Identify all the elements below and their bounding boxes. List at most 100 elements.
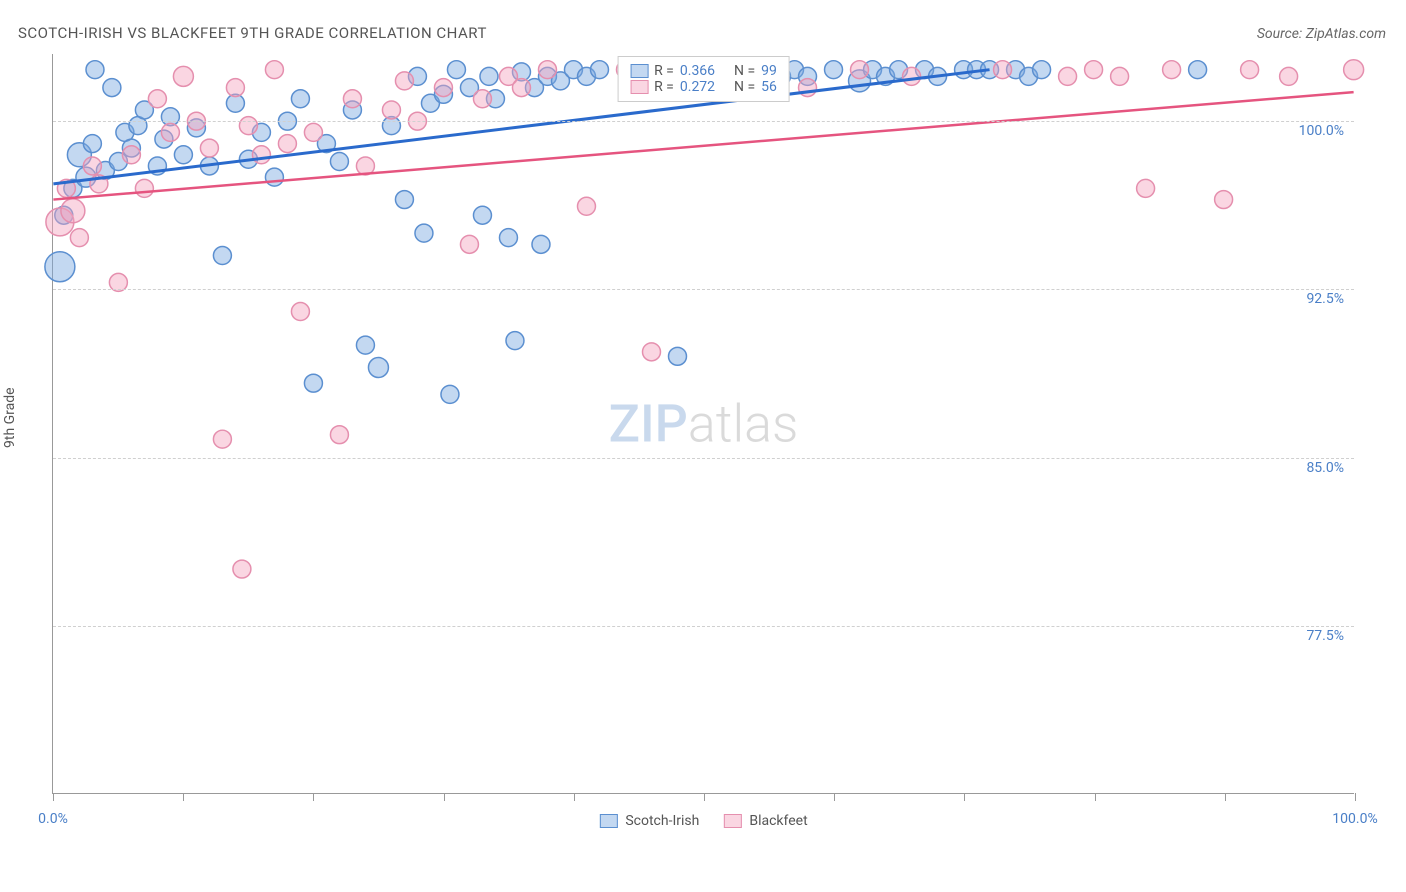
- scatter-point: [265, 61, 283, 79]
- scatter-point: [213, 430, 231, 448]
- y-axis-label: 9th Grade: [2, 387, 18, 448]
- y-tick-label: 92.5%: [1306, 291, 1344, 307]
- scatter-point: [1241, 61, 1259, 79]
- chart-title: SCOTCH-IRISH VS BLACKFEET 9TH GRADE CORR…: [18, 24, 487, 42]
- scatter-point: [669, 347, 687, 365]
- trend-line: [53, 92, 1353, 199]
- gridline-h: [53, 626, 1354, 627]
- scatter-point: [291, 90, 309, 108]
- scatter-point: [395, 191, 413, 209]
- scatter-point: [330, 153, 348, 171]
- legend-swatch-blackfeet: [630, 80, 648, 94]
- y-tick-label: 100.0%: [1299, 123, 1344, 139]
- scatter-point: [356, 336, 374, 354]
- x-tick: [964, 793, 965, 801]
- n-value: 99: [761, 63, 777, 79]
- scatter-point: [1189, 61, 1207, 79]
- r-label: R =: [654, 63, 674, 79]
- y-tick-label: 85.0%: [1306, 460, 1344, 476]
- scatter-point: [434, 79, 452, 97]
- scatter-point: [473, 206, 491, 224]
- gridline-h: [53, 289, 1354, 290]
- scatter-point: [135, 179, 153, 197]
- scatter-point: [1163, 61, 1181, 79]
- scatter-point: [233, 560, 251, 578]
- legend-swatch-scotch-irish: [599, 814, 617, 828]
- scatter-point: [278, 135, 296, 153]
- scatter-point: [70, 229, 88, 247]
- scatter-point: [460, 235, 478, 253]
- x-tick: [53, 793, 54, 801]
- scatter-point: [174, 146, 192, 164]
- x-tick: [313, 793, 314, 801]
- scatter-point: [1137, 179, 1155, 197]
- legend-label: Scotch-Irish: [625, 813, 699, 829]
- scatter-point: [330, 426, 348, 444]
- scatter-point: [45, 252, 75, 282]
- scatter-point: [173, 66, 193, 86]
- series-legend: Scotch-Irish Blackfeet: [599, 813, 807, 829]
- scatter-point: [368, 358, 388, 378]
- legend-label: Blackfeet: [749, 813, 807, 829]
- scatter-point: [83, 135, 101, 153]
- scatter-point: [480, 67, 498, 85]
- scatter-point: [643, 343, 661, 361]
- scatter-point: [1215, 191, 1233, 209]
- scatter-point: [473, 90, 491, 108]
- x-tick: [704, 793, 705, 801]
- scatter-point: [161, 123, 179, 141]
- scatter-point: [148, 90, 166, 108]
- legend-item-scotch-irish: Scotch-Irish: [599, 813, 699, 829]
- gridline-h: [53, 458, 1354, 459]
- scatter-point: [590, 61, 608, 79]
- x-tick: [834, 793, 835, 801]
- x-tick: [183, 793, 184, 801]
- scatter-point: [239, 117, 257, 135]
- scatter-point: [415, 224, 433, 242]
- x-tick: [444, 793, 445, 801]
- x-tick-label: 0.0%: [38, 811, 68, 827]
- x-tick: [1225, 793, 1226, 801]
- scatter-point: [447, 61, 465, 79]
- legend-row-scotch-irish: R = 0.366 N = 99: [630, 63, 777, 79]
- scatter-point: [61, 199, 85, 223]
- r-value: 0.272: [680, 79, 715, 95]
- scatter-point: [1280, 67, 1298, 85]
- scatter-point: [532, 235, 550, 253]
- scatter-point: [577, 197, 595, 215]
- scatter-point: [304, 123, 322, 141]
- scatter-point: [382, 101, 400, 119]
- y-tick-label: 77.5%: [1306, 628, 1344, 644]
- scatter-point: [903, 67, 921, 85]
- scatter-point: [994, 61, 1012, 79]
- scatter-point: [1059, 67, 1077, 85]
- scatter-point: [226, 79, 244, 97]
- scatter-point: [395, 72, 413, 90]
- gridline-h: [53, 121, 1354, 122]
- r-label: R =: [654, 79, 674, 95]
- scatter-point: [1085, 61, 1103, 79]
- legend-swatch-scotch-irish: [630, 64, 648, 78]
- scatter-point: [83, 157, 101, 175]
- scatter-point: [825, 61, 843, 79]
- x-tick-label: 100.0%: [1332, 811, 1377, 827]
- plot-area: ZIPatlas R = 0.366 N = 99 R = 0.272 N = …: [52, 54, 1354, 794]
- scatter-point: [200, 139, 218, 157]
- scatter-point: [1344, 60, 1364, 80]
- scatter-point: [441, 385, 459, 403]
- scatter-point: [86, 61, 104, 79]
- scatter-point: [304, 374, 322, 392]
- n-label: N =: [734, 79, 755, 95]
- scatter-point: [499, 229, 517, 247]
- chart-container: SCOTCH-IRISH VS BLACKFEET 9TH GRADE CORR…: [0, 0, 1406, 892]
- n-value: 56: [761, 79, 777, 95]
- plot-svg: [53, 54, 1354, 793]
- scatter-point: [252, 146, 270, 164]
- x-tick: [1095, 793, 1096, 801]
- legend-row-blackfeet: R = 0.272 N = 56: [630, 79, 777, 95]
- scatter-point: [512, 79, 530, 97]
- r-value: 0.366: [680, 63, 715, 79]
- scatter-point: [213, 247, 231, 265]
- scatter-point: [538, 61, 556, 79]
- scatter-point: [103, 79, 121, 97]
